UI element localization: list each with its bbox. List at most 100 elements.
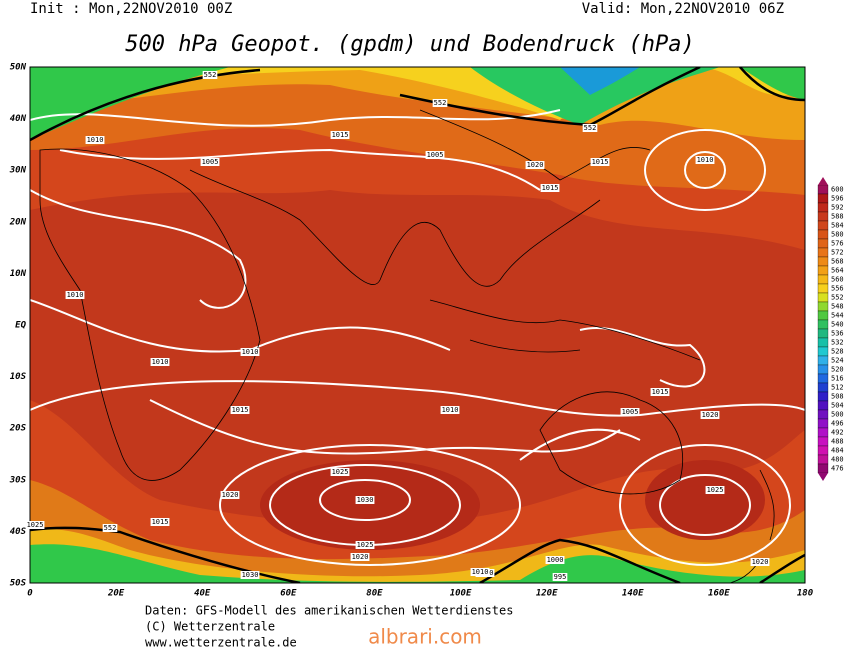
colorbar-swatch <box>817 319 829 330</box>
contour-label-box <box>330 468 350 476</box>
map-title: 500 hPa Geopot. (gpdm) und Bodendruck (h… <box>125 32 695 57</box>
colorbar-swatch <box>817 247 829 258</box>
lat-label: 30S <box>9 475 27 485</box>
map-field <box>29 66 806 584</box>
lon-label: 60E <box>280 589 297 599</box>
colorbar-swatch <box>817 364 829 375</box>
colorbar-label: 584 <box>831 222 844 230</box>
colorbar-label: 488 <box>831 438 844 446</box>
colorbar-label: 548 <box>831 303 844 311</box>
colorbar-label: 572 <box>831 249 844 257</box>
colorbar-swatch <box>817 229 829 240</box>
contour-label-box <box>582 124 598 132</box>
colorbar-label: 552 <box>831 294 844 302</box>
colorbar-label: 568 <box>831 258 844 266</box>
contour-label: 1025 <box>707 486 724 494</box>
copyright: (C) Wetterzentrale <box>145 620 275 634</box>
contour-label-box <box>202 71 218 79</box>
colorbar-label: 476 <box>831 465 844 473</box>
contour-label-box <box>700 411 720 419</box>
contour-label: 1015 <box>152 518 169 526</box>
contour-label-box <box>545 556 565 564</box>
lon-label: 160E <box>708 589 730 599</box>
contour-label-box <box>620 408 640 416</box>
contour-label-box <box>65 291 85 299</box>
contour-label-box <box>230 406 250 414</box>
contour-label: 1000 <box>547 556 564 564</box>
lat-label: 30N <box>9 166 27 176</box>
contour-label: 1030 <box>242 571 259 579</box>
contour-label: 552 <box>434 99 447 107</box>
lon-label: 0 <box>27 589 33 599</box>
colorbar-swatch <box>817 418 829 429</box>
colorbar-label: 544 <box>831 312 844 320</box>
colorbar-label: 508 <box>831 393 844 401</box>
contour-label: 995 <box>554 573 567 581</box>
contour-label: 1010 <box>152 358 169 366</box>
contour-label-box <box>350 553 370 561</box>
lat-label: EQ <box>15 321 26 331</box>
lat-label: 10N <box>10 269 27 279</box>
colorbar-cap-top <box>818 177 828 185</box>
colorbar-swatch <box>817 328 829 339</box>
contour-label: 1020 <box>222 491 239 499</box>
valid-time: Valid: Mon,22NOV2010 06Z <box>582 1 784 17</box>
contour-label-box <box>220 491 240 499</box>
contour-label: 1005 <box>427 151 444 159</box>
contour-label: 1015 <box>592 158 609 166</box>
contour-label: 1025 <box>27 521 44 529</box>
colorbar-swatch <box>817 355 829 366</box>
colorbar-swatch <box>817 274 829 285</box>
colorbar-label: 596 <box>831 195 844 203</box>
colorbar-label: 592 <box>831 204 844 212</box>
contour-label-box <box>102 524 118 532</box>
contour-label-box <box>750 558 770 566</box>
lon-label: 100E <box>450 589 472 599</box>
contour-label: 1015 <box>542 184 559 192</box>
colorbar-label: 532 <box>831 339 844 347</box>
lon-label: 140E <box>622 589 644 599</box>
contour-label: 552 <box>104 524 117 532</box>
colorbar-label: 524 <box>831 357 844 365</box>
contour-label-box <box>25 521 45 529</box>
contour-label: 1010 <box>242 348 259 356</box>
colorbar-label: 484 <box>831 447 844 455</box>
lon-label: 40E <box>194 589 211 599</box>
colorbar-label: 512 <box>831 384 844 392</box>
contour-label-box <box>695 156 715 164</box>
colorbar-swatch <box>817 427 829 438</box>
contour-label-box <box>150 358 170 366</box>
watermark: albrari.com <box>368 625 482 648</box>
contour-label: 1025 <box>357 541 374 549</box>
colorbar-swatch <box>817 373 829 384</box>
lat-label: 50N <box>10 63 27 73</box>
colorbar-swatch <box>817 436 829 447</box>
contour-label-box <box>650 388 670 396</box>
colorbar-label: 564 <box>831 267 844 275</box>
colorbar-label: 500 <box>831 411 844 419</box>
contour-label-box <box>150 518 170 526</box>
contour-label: 552 <box>204 71 217 79</box>
website: www.wetterzentrale.de <box>145 636 297 648</box>
colorbar-label: 556 <box>831 285 844 293</box>
contour-label: 1005 <box>202 158 219 166</box>
colorbar-label: 580 <box>831 231 844 239</box>
colorbar-label: 588 <box>831 213 844 221</box>
colorbar-swatch <box>817 202 829 213</box>
colorbar-label: 516 <box>831 375 844 383</box>
contour-label: 1005 <box>622 408 639 416</box>
colorbar-swatch <box>817 265 829 276</box>
contour-label: 1015 <box>652 388 669 396</box>
contour-label: 1010 <box>472 568 489 576</box>
colorbar-cap-bottom <box>818 473 828 481</box>
contour-label-box <box>705 486 725 494</box>
contour-label-box <box>240 348 260 356</box>
lon-label: 180 <box>797 589 814 599</box>
contour-label: 1020 <box>752 558 769 566</box>
contour-label-box <box>355 541 375 549</box>
colorbar-label: 540 <box>831 321 844 329</box>
colorbar-swatch <box>817 193 829 204</box>
contour-label-box <box>540 184 560 192</box>
colorbar-label: 496 <box>831 420 844 428</box>
